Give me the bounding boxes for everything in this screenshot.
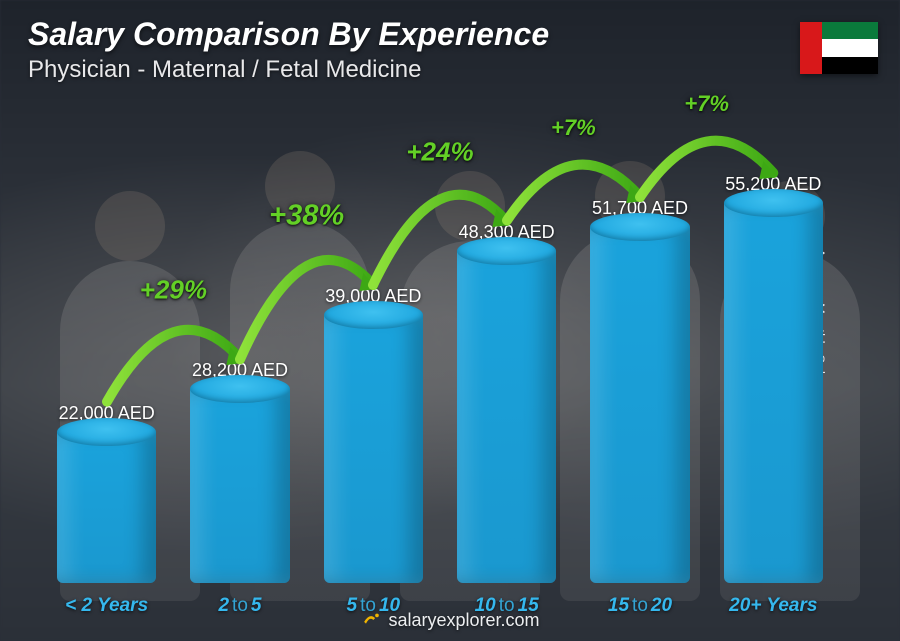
page-subtitle: Physician - Maternal / Fetal Medicine [28, 56, 790, 84]
footer: salaryexplorer.com [360, 609, 539, 631]
flag-stripe-green [822, 22, 878, 39]
header: Salary Comparison By Experience Physicia… [28, 18, 790, 84]
category-label: 15to20 [608, 595, 672, 617]
bar [724, 203, 823, 583]
bar-slot: 22,000 AED< 2 Years [46, 403, 167, 583]
salary-bar-chart: 22,000 AED< 2 Years28,200 AED2to539,000 … [40, 113, 840, 583]
flag-uae-icon [800, 22, 878, 74]
bar-slot: 39,000 AED5to10 [313, 286, 434, 583]
footer-text: salaryexplorer.com [388, 610, 539, 631]
category-label: 20+ Years [729, 595, 817, 617]
flag-stripe-black [822, 57, 878, 74]
category-label: < 2 Years [65, 595, 148, 617]
logo-icon [360, 609, 382, 631]
flag-stripe-white [822, 39, 878, 56]
bar-slot: 55,200 AED20+ Years [713, 174, 834, 583]
bar [457, 251, 556, 584]
bar [324, 315, 423, 583]
bar-slot: 48,300 AED10to15 [446, 222, 567, 584]
page-title: Salary Comparison By Experience [28, 18, 790, 52]
category-label: 2to5 [218, 595, 261, 617]
bar-slot: 28,200 AED2to5 [179, 360, 300, 583]
bar [57, 432, 156, 583]
bar [590, 227, 689, 583]
bar-slot: 51,700 AED15to20 [579, 198, 700, 583]
bar [190, 389, 289, 583]
